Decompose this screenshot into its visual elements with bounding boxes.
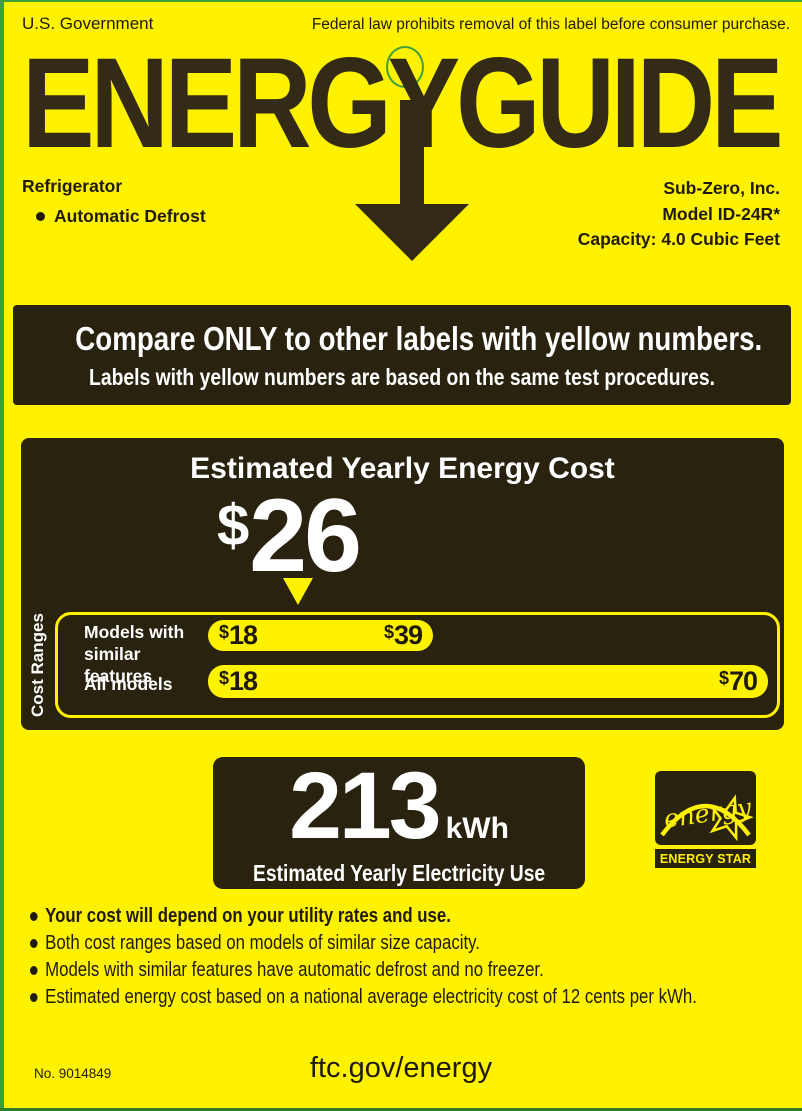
down-arrow-icon [355, 100, 469, 261]
usage-unit: kWh [445, 812, 509, 845]
appliance-type: Refrigerator [22, 176, 123, 196]
note-item: Your cost will depend on your utility ra… [30, 906, 786, 926]
ftc-url[interactable]: ftc.gov/energy [309, 1052, 493, 1084]
compare-line2: Labels with yellow numbers are based on … [89, 363, 715, 390]
currency-symbol: $ [219, 668, 230, 688]
range-max: $70 [718, 666, 758, 696]
range-min: $18 [219, 666, 258, 696]
range-row-similar-label: Models with similar features [84, 622, 185, 686]
federal-notice-text: Federal law prohibits removal of this la… [311, 16, 790, 33]
compare-line1: Compare ONLY to other labels with yellow… [75, 319, 763, 357]
currency-symbol: $ [383, 622, 394, 642]
cost-ranges-axis-label: Cost Ranges [28, 613, 47, 717]
usage-caption: Estimated Yearly Electricity Use [252, 860, 546, 886]
star-icon [708, 794, 754, 842]
us-government-text: U.S. Government [22, 14, 154, 33]
electricity-use-box: 213 kWh Estimated Yearly Electricity Use [213, 757, 585, 889]
label-edge-left [0, 0, 4, 1111]
range-row-all-label: All models [84, 674, 173, 694]
note-item: Both cost ranges based on models of simi… [30, 933, 786, 953]
cost-ranges-panel: Models with similar features $18 $39 All… [55, 612, 780, 718]
logo-guide-text: GUIDE [455, 32, 784, 175]
label-edge-bottom [0, 1108, 802, 1111]
range-min: $18 [219, 620, 258, 650]
bullet-dot [36, 212, 45, 221]
currency-symbol: $ [217, 493, 250, 558]
appliance-info: Refrigerator Automatic Defrost [22, 176, 206, 227]
model-number: Model ID-24R* [662, 203, 780, 224]
label-number: No. 9014849 [34, 1066, 112, 1081]
logo-energy-text: ENERGY [22, 32, 460, 175]
energyguide-logo: ENERGYGUIDE [22, 40, 784, 168]
range-max: $39 [383, 620, 423, 650]
energy-star-logo: energy ENERGY STAR [655, 771, 756, 868]
energy-star-emblem-icon: energy [655, 771, 756, 845]
compare-banner: Compare ONLY to other labels with yellow… [13, 305, 791, 405]
currency-symbol: $ [718, 668, 729, 688]
appliance-feature: Automatic Defrost [54, 206, 206, 226]
estimated-cost-value: $26 [21, 484, 555, 588]
cost-pointer-triangle-icon [283, 578, 313, 605]
bullet-dot [30, 939, 38, 948]
notes-list: Your cost will depend on your utility ra… [30, 906, 786, 1014]
manufacturer-info: Sub-Zero, Inc. Model ID-24R* Capacity: 4… [578, 176, 780, 253]
cost-amount: 26 [249, 478, 362, 594]
note-item: Models with similar features have automa… [30, 960, 786, 980]
capacity-text: Capacity: 4.0 Cubic Feet [577, 229, 780, 249]
note-item: Estimated energy cost based on a nationa… [30, 987, 786, 1007]
bullet-dot [30, 966, 38, 975]
range-bar-all: $18 $70 [208, 665, 768, 698]
bullet-dot [30, 993, 38, 1002]
yearly-energy-cost-box: Estimated Yearly Energy Cost $26 Cost Ra… [21, 438, 784, 730]
currency-symbol: $ [219, 622, 230, 642]
annotation-circle [386, 46, 424, 88]
usage-value: 213 [289, 753, 442, 859]
logo-text: ENERGYGUIDE [22, 40, 784, 168]
label-edge-top [0, 0, 802, 2]
cost-title: Estimated Yearly Energy Cost [190, 452, 615, 485]
manufacturer-name: Sub-Zero, Inc. [663, 178, 780, 198]
range-bar-similar: $18 $39 [208, 620, 433, 651]
energy-star-label: ENERGY STAR [655, 849, 756, 868]
bullet-dot [30, 912, 38, 921]
